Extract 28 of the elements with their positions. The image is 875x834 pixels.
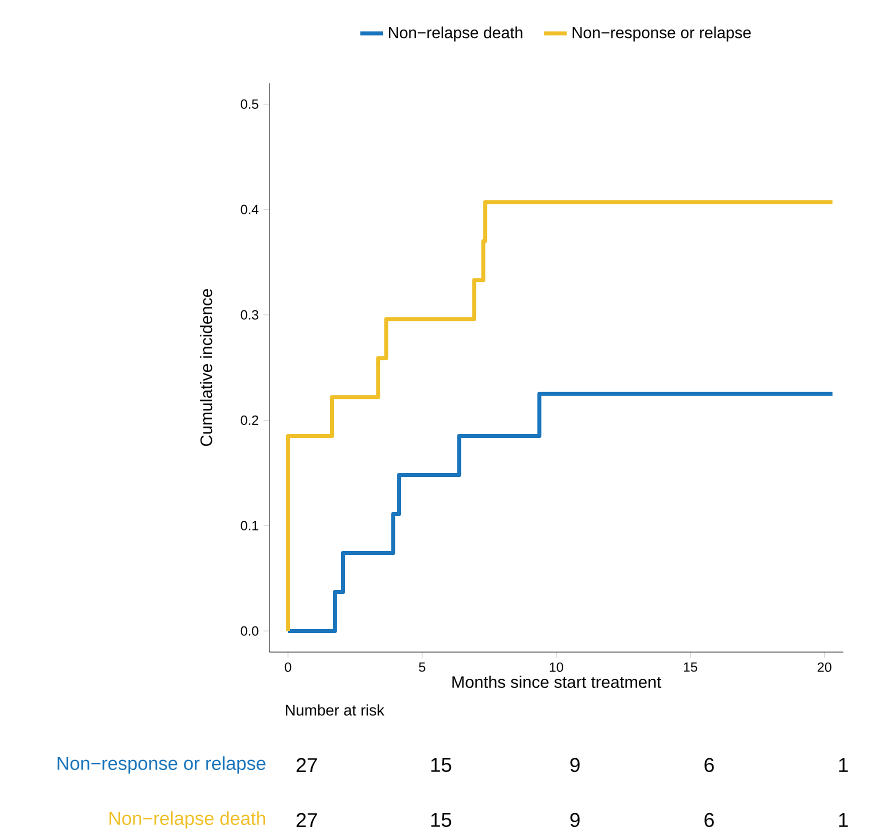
- x-tick-label: 5: [418, 662, 426, 672]
- y-tick-label: 0.2: [240, 416, 258, 425]
- legend-label: Non−relapse death: [388, 26, 522, 42]
- text: Non−relapse death: [110, 811, 266, 829]
- text: 6: [704, 812, 714, 828]
- x-tick-label: 0: [284, 662, 292, 672]
- x-tick-label: 15: [684, 662, 698, 672]
- text: 1: [839, 758, 848, 772]
- y-axis-title: Cumulative incidence: [200, 289, 212, 446]
- y-tick-label: 0.3: [240, 310, 258, 320]
- text: 15: [431, 758, 452, 772]
- text: 9: [570, 758, 580, 772]
- text: 27: [296, 813, 317, 827]
- text: 15: [431, 813, 452, 827]
- text: 6: [704, 758, 714, 772]
- legend-label: Non−response or relapse: [572, 26, 751, 42]
- text: Number at risk: [286, 704, 384, 716]
- text: 27: [296, 758, 317, 772]
- x-tick-label: 20: [818, 662, 832, 672]
- y-tick-label: 0.1: [240, 520, 258, 530]
- x-axis-title: Months since start treatment: [452, 676, 662, 688]
- x-tick-label: 10: [550, 662, 564, 672]
- y-tick-label: 0.4: [240, 204, 258, 214]
- y-tick-label: 0.5: [240, 99, 258, 109]
- text: 1: [839, 813, 848, 827]
- text: Non−response or relapse: [58, 756, 266, 774]
- text: 9: [570, 812, 580, 828]
- y-tick-label: 0.0: [240, 626, 258, 636]
